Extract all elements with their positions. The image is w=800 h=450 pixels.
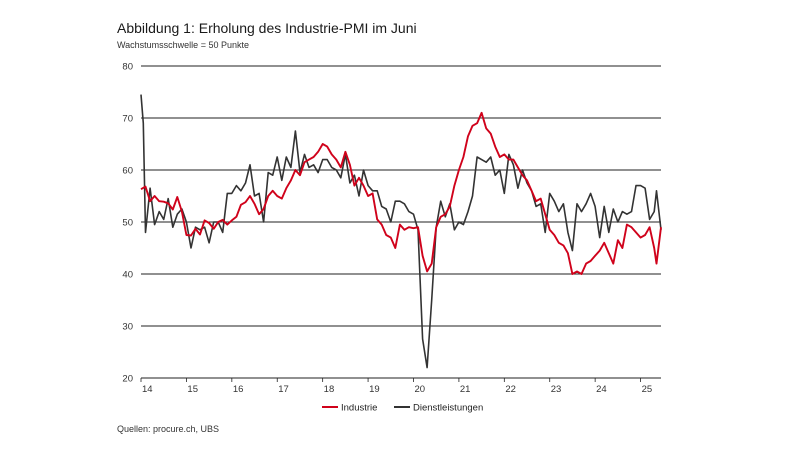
- source-note: Quellen: procure.ch, UBS: [117, 424, 220, 434]
- y-axis-ticks: 20 30 40 50 60 70 80: [122, 62, 133, 385]
- x-tick-label: 21: [460, 384, 471, 395]
- grid-lines: [141, 65, 661, 327]
- chart-title: Abbildung 1: Erholung des Industrie-PMI …: [117, 20, 417, 36]
- y-tick-label: 40: [122, 270, 133, 281]
- x-tick-label: 17: [278, 384, 289, 395]
- x-tick-label: 16: [233, 384, 244, 395]
- y-tick-label: 20: [122, 374, 133, 385]
- x-tick-label: 20: [414, 384, 425, 395]
- legend: Industrie Dienstleistungen: [322, 403, 483, 414]
- x-tick-label: 24: [596, 384, 607, 395]
- x-tick-label: 22: [505, 384, 516, 395]
- legend-label-dienstleistungen: Dienstleistungen: [413, 403, 483, 414]
- x-tick-label: 25: [642, 384, 653, 395]
- x-tick-label: 15: [187, 384, 198, 395]
- legend-label-industrie: Industrie: [341, 403, 377, 414]
- x-tick-label: 18: [324, 384, 335, 395]
- x-tick-label: 14: [142, 384, 153, 395]
- y-tick-label: 30: [122, 322, 133, 333]
- y-tick-label: 70: [122, 114, 133, 125]
- x-tick-label: 19: [369, 384, 380, 395]
- x-axis: 14 15 16 17 18 19 20 21 22 23 24 25: [140, 377, 661, 395]
- y-tick-label: 50: [122, 218, 133, 229]
- series-line-dienstleistungen: [140, 94, 662, 369]
- y-tick-label: 80: [122, 62, 133, 73]
- y-tick-label: 60: [122, 166, 133, 177]
- x-tick-label: 23: [551, 384, 562, 395]
- series-line-industrie: [140, 111, 662, 275]
- chart-subtitle: Wachstumsschwelle = 50 Punkte: [117, 40, 249, 50]
- series-lines: [140, 94, 662, 369]
